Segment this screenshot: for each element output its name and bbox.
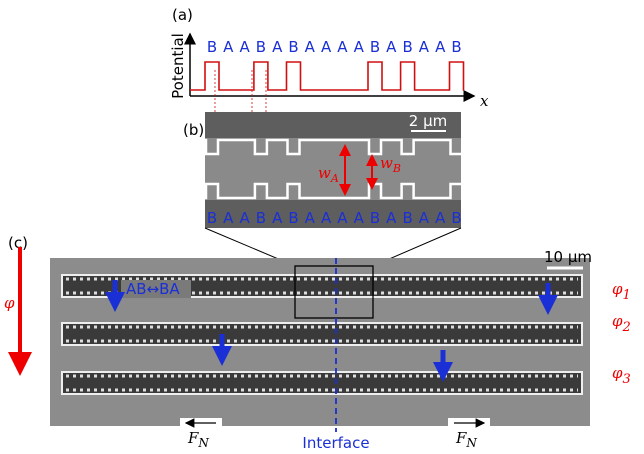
symbol: φ: [612, 312, 623, 330]
scale-label: 2 μm: [409, 112, 447, 130]
sequence-letter: A: [386, 209, 397, 227]
symbol: w: [318, 164, 331, 182]
figure: (a) Potential x BAABABAAAABABAAB (b) 2 μ…: [0, 0, 644, 454]
sequence-letter: A: [272, 209, 283, 227]
sequence-letter: A: [305, 38, 316, 56]
sequence-letter: A: [337, 38, 348, 56]
sequence-letter: B: [402, 38, 412, 56]
sequence-letter: A: [239, 38, 250, 56]
sequence-letter: B: [207, 38, 217, 56]
sequence-letter: A: [386, 38, 397, 56]
sequence-letter: B: [370, 209, 380, 227]
sequence-letter: A: [354, 38, 365, 56]
sequence-letter: B: [207, 209, 217, 227]
sequence-letter: A: [239, 209, 250, 227]
subscript: A: [330, 172, 339, 185]
sequence-letter: A: [321, 38, 332, 56]
sequence-letter: A: [354, 209, 365, 227]
sequence-letter: B: [370, 38, 380, 56]
subscript: N: [197, 436, 209, 450]
phi-label: φ: [4, 294, 15, 312]
symbol: w: [380, 154, 393, 172]
sequence-letter: A: [435, 38, 446, 56]
sequence-letter: B: [256, 209, 266, 227]
row-label: φ1: [612, 280, 631, 303]
panel-label: (c): [8, 234, 28, 252]
subscript: 3: [623, 372, 631, 387]
sequence-letter: A: [305, 209, 316, 227]
potential-waveform: [190, 62, 464, 90]
sequence-letter: B: [288, 209, 298, 227]
symbol: φ: [612, 280, 623, 298]
subscript: N: [465, 436, 477, 450]
channel: [62, 372, 582, 394]
subscript: 1: [623, 288, 631, 303]
sequence-letter: B: [451, 209, 461, 227]
sequence-letter: A: [419, 38, 430, 56]
subscript: 2: [622, 320, 631, 335]
sequence-letter: B: [402, 209, 412, 227]
row-label: φ3: [612, 364, 631, 387]
sequence-letter: A: [337, 209, 348, 227]
channel: [62, 323, 582, 345]
interface-label: Interface: [302, 434, 369, 452]
swap-label: AB↔BA: [126, 280, 180, 298]
sequence-letter: B: [288, 38, 298, 56]
sequence-letter: A: [419, 209, 430, 227]
subscript: B: [392, 162, 401, 175]
panel-label: (a): [172, 6, 193, 24]
sequence-letter: A: [435, 209, 446, 227]
symbol: F: [187, 429, 199, 447]
sequence-letter: A: [223, 209, 234, 227]
symbol: F: [455, 429, 467, 447]
scale-label: 10 μm: [544, 248, 592, 266]
sequence-letter: A: [272, 38, 283, 56]
axis-label: x: [480, 92, 489, 110]
row-label: φ2: [612, 312, 631, 335]
panel-label: (b): [183, 121, 204, 139]
sequence-letter: B: [256, 38, 266, 56]
sequence-letter: A: [321, 209, 332, 227]
symbol: φ: [612, 364, 623, 382]
sequence-letter: A: [223, 38, 234, 56]
axis-label: Potential: [169, 33, 187, 99]
sequence-letter: B: [451, 38, 461, 56]
